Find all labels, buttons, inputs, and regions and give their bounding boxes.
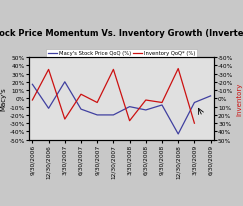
Macy's Stock Price QoQ (%): [96, 114, 99, 117]
Inventory QoQ* (%): [128, 120, 131, 122]
Macy's Stock Price QoQ (%): [79, 108, 82, 111]
Inventory QoQ* (%): [31, 99, 34, 102]
Inventory QoQ* (%): [63, 118, 66, 121]
Inventory QoQ* (%): [177, 68, 180, 70]
Inventory QoQ* (%): [161, 102, 164, 104]
Macy's Stock Price QoQ (%): [209, 95, 212, 98]
Inventory QoQ* (%): [96, 102, 99, 104]
Macy's Stock Price QoQ (%): [128, 106, 131, 108]
Macy's Stock Price QoQ (%): [31, 84, 34, 86]
Inventory QoQ* (%): [79, 94, 82, 96]
Macy's Stock Price QoQ (%): [177, 133, 180, 136]
Line: Inventory QoQ* (%): Inventory QoQ* (%): [32, 69, 194, 124]
Y-axis label: Inventory: Inventory: [236, 82, 242, 116]
Macy's Stock Price QoQ (%): [144, 109, 147, 112]
Inventory QoQ* (%): [47, 69, 50, 71]
Title: Stock Price Momentum Vs. Inventory Growth (Inverted): Stock Price Momentum Vs. Inventory Growt…: [0, 29, 243, 37]
Inventory QoQ* (%): [112, 69, 115, 71]
Macy's Stock Price QoQ (%): [112, 114, 115, 117]
Macy's Stock Price QoQ (%): [193, 102, 196, 104]
Line: Macy's Stock Price QoQ (%): Macy's Stock Price QoQ (%): [32, 82, 211, 134]
Macy's Stock Price QoQ (%): [47, 108, 50, 110]
Macy's Stock Price QoQ (%): [161, 104, 164, 107]
Inventory QoQ* (%): [193, 122, 196, 125]
Y-axis label: Macy's: Macy's: [1, 87, 7, 111]
Macy's Stock Price QoQ (%): [63, 81, 66, 84]
Legend: Macy's Stock Price QoQ (%), Inventory QoQ* (%): Macy's Stock Price QoQ (%), Inventory Qo…: [46, 50, 197, 58]
Inventory QoQ* (%): [144, 99, 147, 102]
